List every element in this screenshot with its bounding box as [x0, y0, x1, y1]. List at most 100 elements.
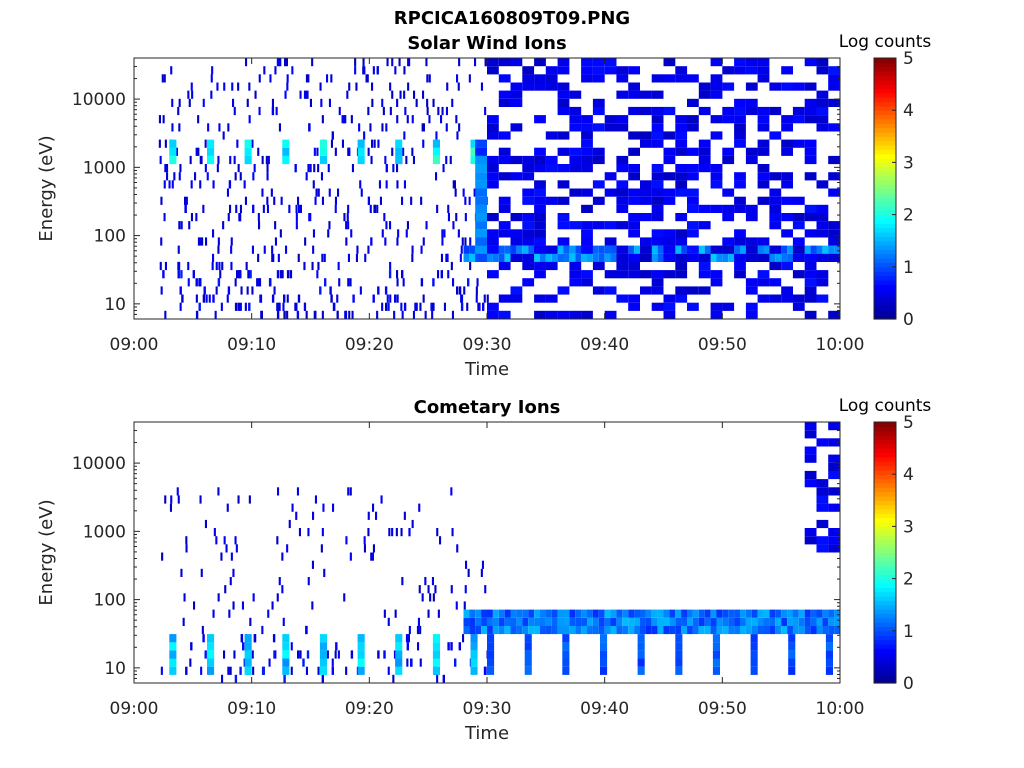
scatter-count [206, 172, 209, 181]
burst-cell [524, 666, 532, 675]
scatter-count [398, 58, 401, 67]
scatter-count [411, 245, 414, 254]
background-cell [828, 188, 840, 197]
background-cell [816, 90, 829, 99]
background-cell [534, 74, 546, 83]
scatter-count [212, 180, 215, 189]
background-cell [534, 58, 546, 67]
colorbar-segment [874, 517, 896, 523]
background-cell [698, 221, 711, 230]
background-cell [557, 58, 570, 67]
background-cell [687, 229, 699, 238]
burst-cell [244, 147, 252, 156]
colorbar-segment [874, 223, 896, 229]
band-cell [763, 617, 770, 626]
scatter-count [273, 286, 276, 295]
scatter-count [364, 253, 367, 262]
burst-cell [432, 155, 440, 165]
burst-cell [357, 650, 365, 659]
band-cell [757, 625, 764, 635]
scatter-count [414, 302, 417, 311]
background-cell [745, 286, 758, 295]
background-cell [804, 528, 817, 537]
colorbar-segment [874, 474, 896, 480]
scatter-count [345, 237, 348, 246]
scatter-count [392, 164, 395, 173]
scatter-count [178, 221, 181, 230]
band-cell [628, 617, 635, 626]
scatter-count [326, 650, 329, 659]
band-cell [716, 625, 723, 635]
scatter-count [222, 221, 225, 230]
burst-cell [712, 642, 720, 651]
colorbar-segment [874, 626, 896, 632]
scatter-count [195, 294, 198, 303]
scatter-count [256, 278, 259, 287]
scatter-count [437, 270, 440, 279]
background-cell [745, 310, 758, 319]
low-energy-count [272, 634, 276, 643]
band-cell [557, 253, 564, 262]
colorbar-segment [874, 114, 896, 120]
background-cell [534, 147, 546, 156]
scatter-count [223, 650, 226, 659]
scatter-count [383, 213, 386, 222]
band-cell [516, 609, 523, 618]
scatter-count [428, 74, 431, 83]
colorbar-segment [874, 310, 896, 316]
band-cell [792, 625, 799, 635]
low-energy-count [330, 294, 333, 303]
burst-cell [169, 666, 177, 675]
band-cell [592, 253, 599, 262]
colorbar-segment [874, 88, 896, 94]
background-cell [675, 188, 688, 197]
scatter-count [453, 180, 456, 189]
x-tick-label: 09:00 [110, 699, 159, 719]
scatter-count [403, 511, 406, 520]
low-energy-count [257, 278, 261, 287]
band-cell [469, 609, 476, 618]
colorbar-segment [874, 443, 896, 449]
colorbar-segment [874, 158, 896, 163]
background-cell [698, 270, 711, 279]
scatter-count [204, 139, 207, 148]
low-energy-count [239, 302, 242, 311]
scatter-count [354, 66, 357, 75]
background-cell [757, 123, 770, 132]
band-cell [481, 617, 487, 626]
background-cell [604, 237, 617, 246]
band-cell [675, 245, 682, 254]
background-cell [816, 253, 829, 262]
band-cell [681, 617, 687, 626]
scatter-count [295, 204, 298, 213]
scatter-count [303, 90, 306, 99]
band-cell [687, 625, 693, 635]
background-cell [616, 115, 629, 124]
band-cell [598, 253, 605, 262]
band-cell [681, 245, 687, 254]
scatter-count [345, 536, 348, 545]
scatter-count [334, 650, 337, 659]
colorbar-segment [874, 79, 896, 85]
background-cell [722, 188, 735, 197]
background-cell [557, 66, 570, 75]
colorbar-segment [874, 500, 896, 506]
scatter-count [450, 585, 453, 594]
spike-cell [475, 164, 487, 173]
scatter-count [159, 155, 162, 165]
band-cell [681, 609, 687, 618]
scatter-count [295, 221, 298, 230]
background-cell [804, 139, 817, 148]
background-cell [534, 213, 546, 222]
burst-cell [524, 658, 532, 667]
background-cell [581, 229, 593, 238]
background-cell [828, 221, 840, 230]
background-cell [804, 454, 817, 463]
background-cell [734, 98, 746, 107]
scatter-count [239, 204, 242, 213]
burst-cell [470, 147, 478, 156]
background-cell [734, 229, 746, 238]
background-cell [534, 245, 546, 254]
scatter-count [274, 237, 277, 246]
band-cell [781, 617, 788, 626]
